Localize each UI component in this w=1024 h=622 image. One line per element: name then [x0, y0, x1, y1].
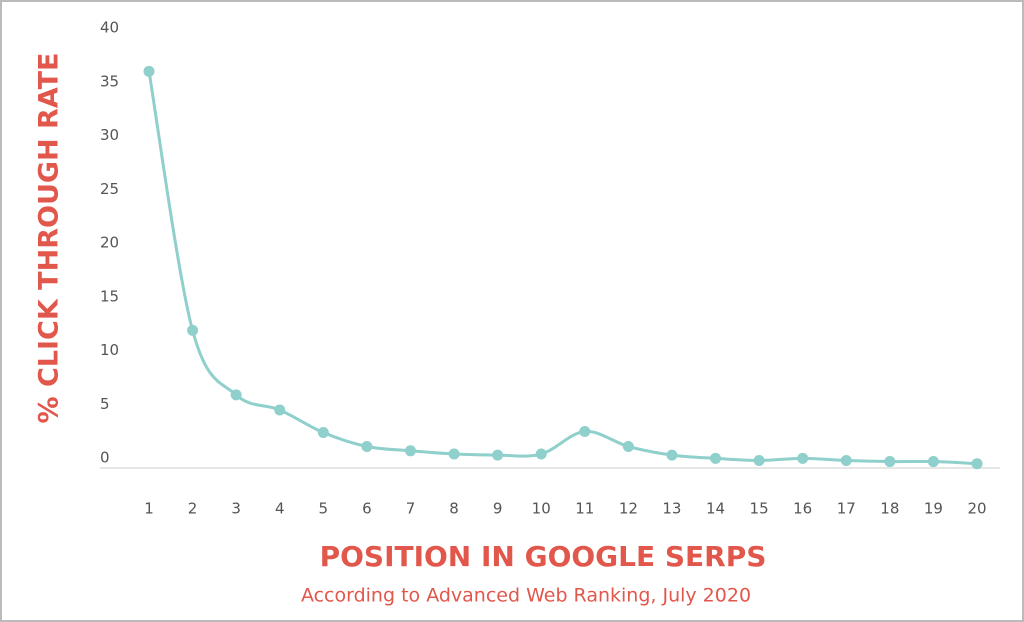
point	[884, 456, 896, 468]
point	[317, 427, 329, 439]
y-axis-title: % CLICK THROUGH RATE	[34, 53, 65, 424]
subtitle: According to Advanced Web Ranking, July …	[301, 585, 751, 607]
x-tick-label: 9	[493, 500, 503, 518]
point	[535, 448, 547, 460]
y-tick-label: 35	[100, 72, 119, 90]
point	[622, 441, 634, 452]
y-tick-label: 20	[100, 234, 119, 252]
y-tick-label: 0	[100, 449, 110, 467]
y-tick-label: 10	[100, 341, 119, 359]
x-tick-label: 13	[662, 500, 681, 518]
point	[448, 448, 460, 460]
y-tick-label: 15	[100, 287, 119, 305]
y-tick-label: 30	[100, 126, 119, 144]
x-axis-title: POSITION IN GOOGLE SERPS	[320, 540, 767, 573]
x-tick-label: 11	[575, 500, 594, 518]
point	[274, 404, 286, 416]
point	[710, 452, 722, 464]
x-tick-label: 1	[144, 500, 154, 518]
x-tick-label: 17	[837, 500, 856, 518]
point	[753, 454, 765, 466]
x-tick-label: 5	[319, 500, 329, 518]
point	[492, 449, 504, 461]
point	[927, 456, 939, 468]
point	[579, 425, 591, 437]
y-tick-label: 40	[100, 19, 119, 37]
x-tick-label: 16	[793, 500, 812, 518]
x-tick-label: 6	[362, 500, 372, 518]
point	[361, 441, 373, 452]
x-tick-label: 19	[924, 500, 943, 518]
x-tick-label: 14	[706, 500, 725, 518]
x-tick-label: 20	[967, 500, 986, 518]
point	[840, 454, 852, 466]
x-tick-label: 8	[449, 500, 459, 518]
x-tick-label: 12	[619, 500, 638, 518]
y-tick-label: 25	[100, 180, 119, 198]
point	[666, 449, 678, 461]
x-tick-label: 7	[406, 500, 416, 518]
point	[143, 65, 155, 77]
x-tick-label: 15	[750, 500, 769, 518]
point	[797, 452, 809, 464]
x-tick-label: 18	[880, 500, 899, 518]
point	[187, 324, 199, 336]
point	[404, 445, 416, 457]
x-tick-label: 4	[275, 500, 285, 518]
point	[230, 389, 242, 401]
y-tick-label: 5	[100, 395, 110, 413]
x-tick-label: 2	[188, 500, 198, 518]
x-tick-label: 10	[532, 500, 551, 518]
x-tick-label: 3	[231, 500, 241, 518]
point	[971, 458, 983, 470]
